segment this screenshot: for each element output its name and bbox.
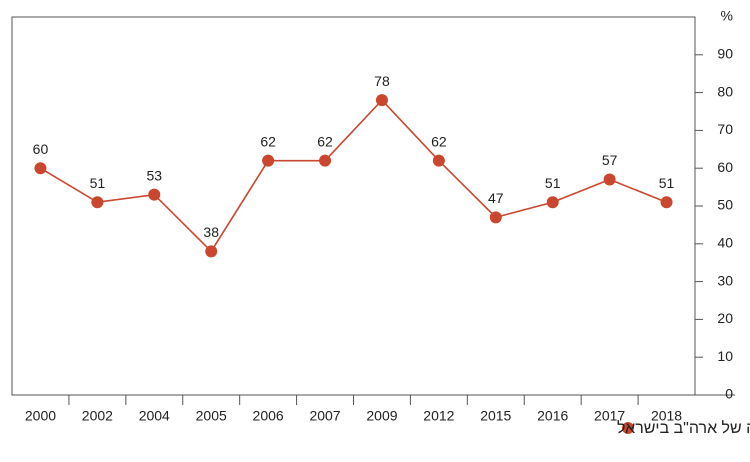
data-point bbox=[148, 188, 161, 201]
x-tick-label: 2018 bbox=[651, 408, 682, 424]
data-label: 60 bbox=[33, 141, 49, 157]
plot-frame bbox=[11, 16, 696, 396]
data-point bbox=[660, 196, 673, 209]
x-tick-label: 2000 bbox=[25, 408, 56, 424]
legend-marker bbox=[622, 422, 634, 434]
data-point bbox=[91, 196, 104, 209]
y-tick-label: 80 bbox=[717, 83, 733, 99]
data-label: 53 bbox=[147, 167, 163, 183]
data-point bbox=[34, 162, 47, 175]
y-tick-label: 0 bbox=[725, 386, 733, 402]
x-tick-label: 2016 bbox=[537, 408, 568, 424]
data-label: 38 bbox=[203, 224, 219, 240]
y-tick-label: 60 bbox=[717, 159, 733, 175]
x-tick-label: 2006 bbox=[253, 408, 284, 424]
data-label: 78 bbox=[374, 73, 390, 89]
data-point bbox=[375, 94, 388, 107]
y-tick-label: 30 bbox=[717, 272, 733, 288]
data-label: 57 bbox=[602, 152, 618, 168]
data-label: 47 bbox=[488, 190, 504, 206]
data-label: 62 bbox=[260, 133, 276, 149]
data-point bbox=[205, 245, 218, 258]
data-point bbox=[262, 154, 275, 167]
x-tick-label: 2002 bbox=[82, 408, 113, 424]
y-tick-label: 20 bbox=[717, 310, 733, 326]
data-point bbox=[319, 154, 332, 167]
x-tick-label: 2005 bbox=[196, 408, 227, 424]
data-label: 62 bbox=[431, 133, 447, 149]
data-label: 62 bbox=[317, 133, 333, 149]
data-point bbox=[432, 154, 445, 167]
x-tick-label: 2017 bbox=[594, 408, 625, 424]
x-tick-label: 2004 bbox=[139, 408, 170, 424]
data-label: 51 bbox=[659, 175, 675, 191]
y-tick-label: 70 bbox=[717, 121, 733, 137]
x-tick-label: 2012 bbox=[423, 408, 454, 424]
y-tick-label: 50 bbox=[717, 197, 733, 213]
data-point bbox=[546, 196, 559, 209]
data-point bbox=[603, 173, 616, 186]
y-tick-label: 40 bbox=[717, 235, 733, 251]
data-point bbox=[489, 211, 502, 224]
data-label: 51 bbox=[545, 175, 561, 191]
legend-label: ישראל תוכל להתמודד בהצלחה עם צמצום התמיכ… bbox=[617, 419, 750, 437]
x-tick-label: 2009 bbox=[366, 408, 397, 424]
x-tick-label: 2015 bbox=[480, 408, 511, 424]
y-axis-label: % bbox=[721, 8, 733, 24]
y-tick-label: 90 bbox=[717, 46, 733, 62]
x-tick-label: 2007 bbox=[309, 408, 340, 424]
series-line bbox=[40, 98, 667, 253]
y-tick-label: 10 bbox=[717, 348, 733, 364]
data-label: 51 bbox=[90, 175, 106, 191]
